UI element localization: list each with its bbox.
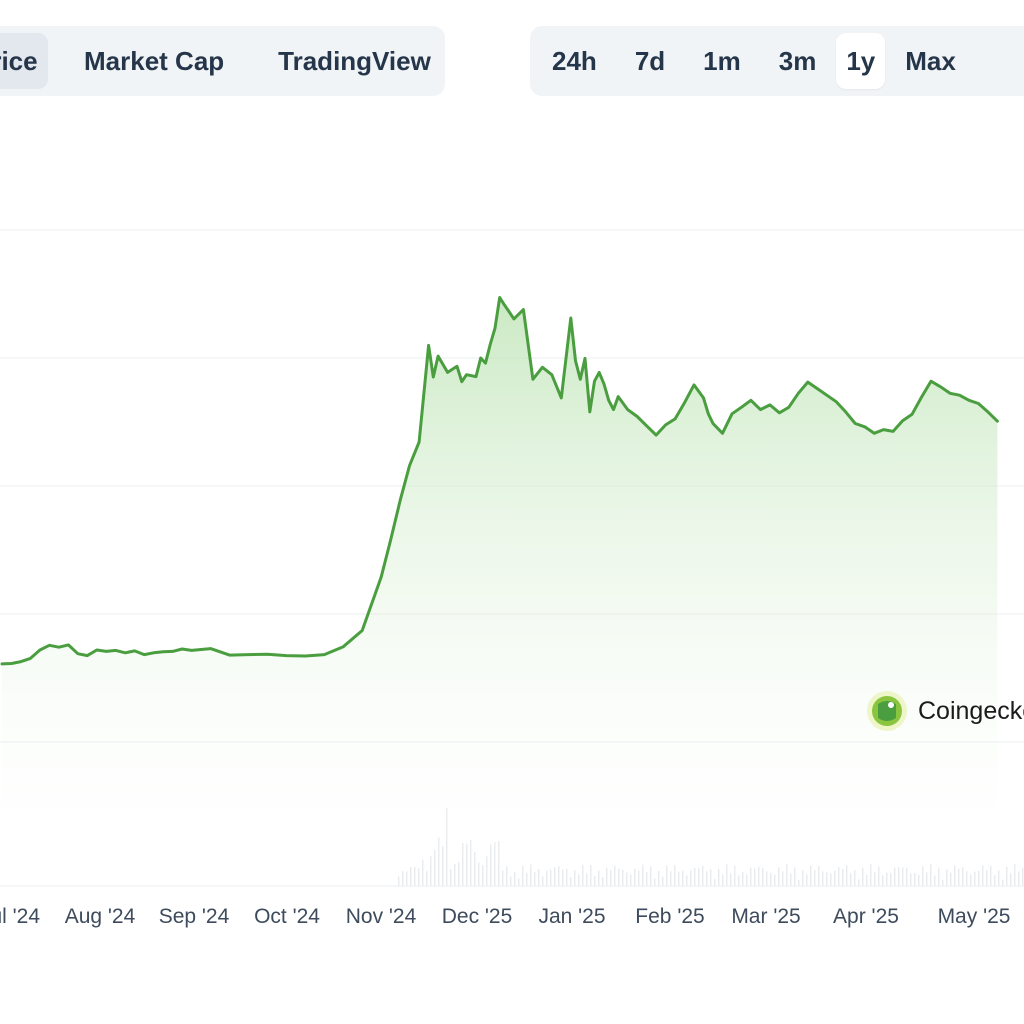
volume-bar [998, 870, 1000, 886]
volume-bar [1022, 867, 1024, 886]
x-tick-label: Mar '25 [731, 905, 800, 928]
price-line [0, 296, 999, 666]
range-24h[interactable]: 24h [552, 46, 597, 76]
x-tick-label: Apr '25 [833, 905, 899, 928]
time-range-tabs: 24h 7d 1m 3m 1y Max [530, 26, 1024, 96]
chart-view-tabs: Price Market Cap TradingView [0, 26, 445, 96]
price-area [2, 297, 998, 886]
x-tick-label: Oct '24 [254, 905, 320, 928]
volume-bar [1014, 864, 1016, 886]
x-tick-label: Feb '25 [635, 905, 704, 928]
volume-bar [1002, 879, 1004, 886]
x-tick-label: May '25 [938, 905, 1011, 928]
volume-bar [1010, 873, 1012, 886]
range-7d[interactable]: 7d [634, 46, 666, 76]
range-1m[interactable]: 1m [703, 46, 741, 76]
x-tick-label: Jan '25 [538, 905, 605, 928]
tab-tradingview[interactable]: TradingView [278, 46, 431, 76]
x-axis-ticks: Jul '24 Aug '24 Sep '24 Oct '24 Nov '24 Dec '… [0, 905, 1010, 928]
x-tick-label: Aug '24 [65, 905, 136, 928]
gecko-logo-icon [867, 691, 907, 731]
x-tick-label: Nov '24 [346, 905, 417, 928]
x-tick-label: Dec '25 [442, 905, 513, 928]
range-3m[interactable]: 3m [778, 46, 817, 76]
tab-price[interactable]: Price [0, 33, 48, 89]
coingecko-watermark: Coingecko [866, 690, 1024, 732]
x-tick-label: Sep '24 [159, 905, 230, 928]
tab-market-cap[interactable]: Market Cap [84, 46, 225, 76]
range-1y[interactable]: 1y [836, 33, 886, 89]
brand-name: Coingecko [918, 696, 1024, 725]
volume-bar [1006, 866, 1008, 886]
volume-bar [1018, 871, 1020, 886]
range-max[interactable]: Max [905, 46, 956, 76]
x-tick-label: Jul '24 [0, 905, 40, 928]
